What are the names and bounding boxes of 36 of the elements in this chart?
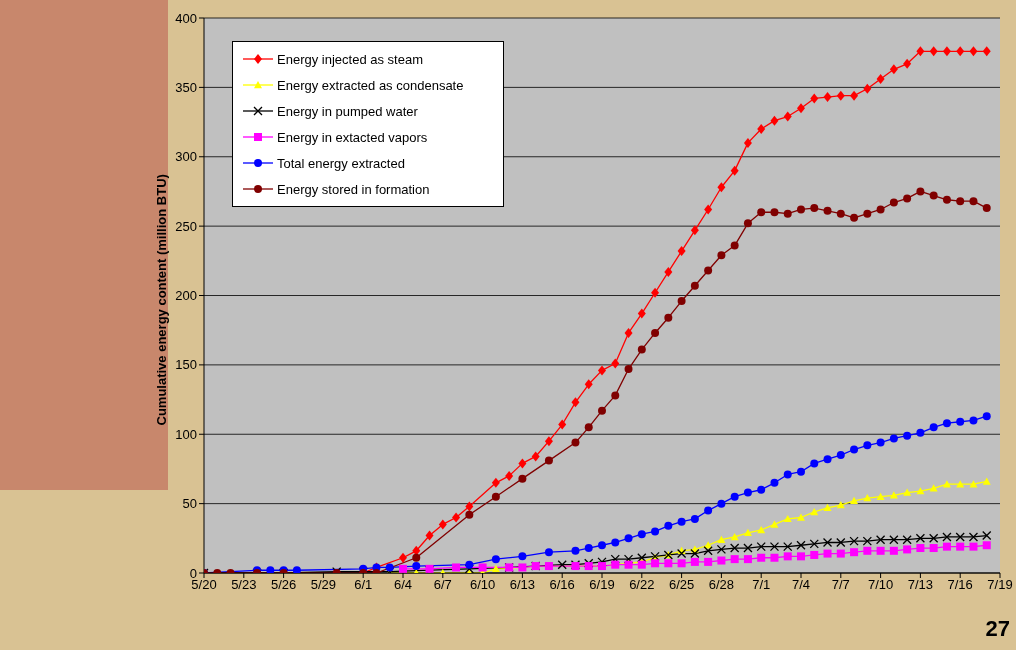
x-tick-label: 6/28 (708, 577, 735, 593)
legend-label: Energy extracted as condensate (277, 77, 464, 93)
x-tick-label: 6/4 (393, 577, 413, 593)
x-tick-label: 7/13 (907, 577, 934, 593)
legend-label: Energy in pumped water (277, 103, 418, 119)
legend-label: Energy injected as steam (277, 51, 423, 67)
x-tick-label: 6/10 (469, 577, 496, 593)
legend-label: Energy in extacted vapors (277, 129, 428, 145)
x-tick-label: 6/1 (354, 577, 373, 593)
x-tick-label: 6/25 (668, 577, 695, 593)
y-tick-label: 200 (175, 288, 197, 304)
x-tick-label: 5/26 (270, 577, 297, 593)
text: 27 (985, 616, 1010, 642)
x-tick-label: 7/7 (831, 577, 850, 593)
x-tick-label: 7/16 (947, 577, 973, 593)
y-tick-label: 300 (175, 149, 197, 165)
x-tick-label: 7/10 (867, 577, 894, 593)
y-tick-label: 150 (175, 357, 197, 373)
x-tick-label: 7/4 (791, 577, 811, 593)
y-tick-label: 100 (175, 426, 197, 442)
x-tick-label: 7/19 (987, 577, 1013, 593)
x-tick-label: 6/19 (589, 577, 615, 593)
x-tick-label: 7/1 (752, 577, 771, 593)
x-tick-label: 6/13 (509, 577, 536, 593)
legend-label: Energy stored in formation (277, 181, 430, 197)
y-tick-label: 350 (175, 79, 197, 95)
x-tick-label: 5/29 (310, 577, 337, 593)
x-tick-label: 6/7 (433, 577, 452, 593)
y-axis-title: Cumulative energy content (million BTU) (153, 174, 169, 426)
x-tick-label: 6/22 (629, 577, 655, 593)
x-tick-label: 6/16 (549, 577, 575, 593)
y-tick-label: 250 (175, 218, 197, 234)
y-tick-label: 50 (182, 496, 197, 512)
y-tick-label: 400 (175, 10, 197, 26)
x-tick-label: 5/23 (231, 577, 257, 593)
legend-label: Total energy extracted (277, 155, 405, 171)
